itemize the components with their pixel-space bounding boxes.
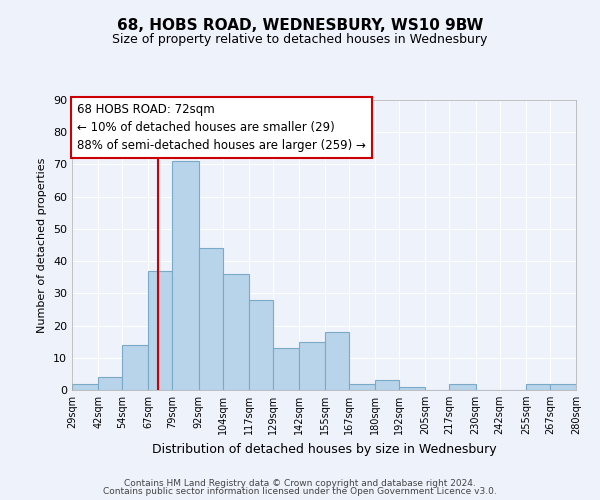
Bar <box>72 384 98 390</box>
Bar <box>375 380 399 390</box>
Text: 68 HOBS ROAD: 72sqm
← 10% of detached houses are smaller (29)
88% of semi-detach: 68 HOBS ROAD: 72sqm ← 10% of detached ho… <box>77 103 366 152</box>
Bar <box>526 384 550 390</box>
Bar <box>449 384 476 390</box>
Text: 68, HOBS ROAD, WEDNESBURY, WS10 9BW: 68, HOBS ROAD, WEDNESBURY, WS10 9BW <box>117 18 483 32</box>
Bar <box>399 387 425 390</box>
Bar <box>122 345 148 390</box>
Bar <box>273 348 299 390</box>
Bar <box>299 342 325 390</box>
Y-axis label: Number of detached properties: Number of detached properties <box>37 158 47 332</box>
Text: Size of property relative to detached houses in Wednesbury: Size of property relative to detached ho… <box>112 32 488 46</box>
Bar <box>199 248 223 390</box>
Bar <box>249 300 273 390</box>
Bar <box>325 332 349 390</box>
Bar <box>223 274 249 390</box>
Bar <box>550 384 576 390</box>
Text: Contains HM Land Registry data © Crown copyright and database right 2024.: Contains HM Land Registry data © Crown c… <box>124 478 476 488</box>
X-axis label: Distribution of detached houses by size in Wednesbury: Distribution of detached houses by size … <box>152 442 496 456</box>
Bar <box>172 161 199 390</box>
Text: Contains public sector information licensed under the Open Government Licence v3: Contains public sector information licen… <box>103 487 497 496</box>
Bar <box>98 377 122 390</box>
Bar <box>148 271 172 390</box>
Bar <box>349 384 375 390</box>
